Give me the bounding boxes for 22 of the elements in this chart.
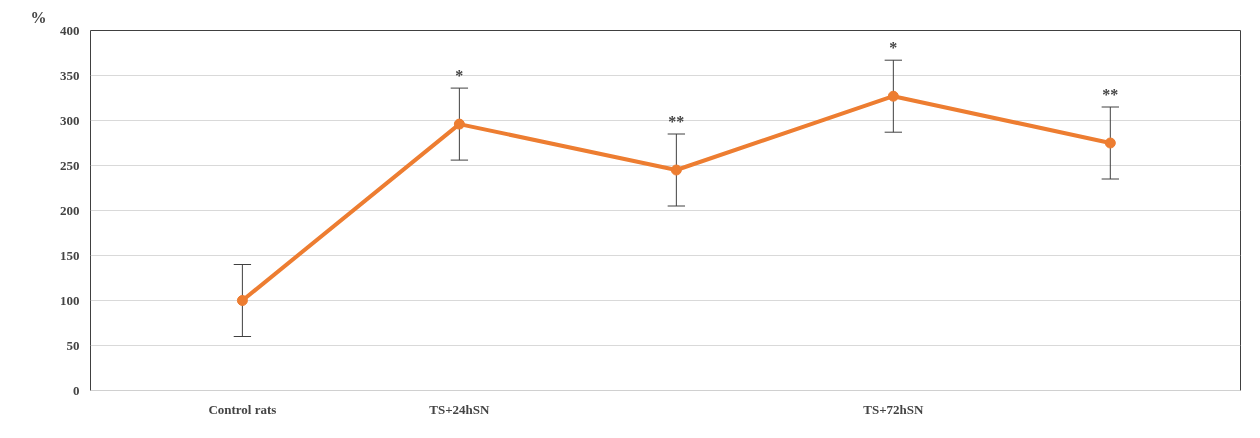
x-tick-label: TS+24hSN [429,401,491,417]
point [453,118,465,130]
y-tick-label: 50 [66,337,80,353]
data-label: ** [668,113,685,130]
point [670,164,682,176]
x-tick-label: TS+72hSN [863,401,925,417]
y-axis-title: % [30,8,47,26]
point [887,90,899,102]
x-tick-label: Control rats [208,401,277,417]
y-tick-label: 150 [60,247,80,263]
y-tick-label: 400 [60,22,80,38]
y-tick-label: 250 [60,157,80,173]
data-label: ** [1102,86,1119,103]
data-label: * [455,67,464,85]
y-tick-label: 300 [60,112,80,128]
y-tick-label: 200 [60,202,80,218]
point [1104,137,1116,149]
y-tick-label: 350 [60,67,80,83]
y-tick-label: 0 [73,382,80,398]
point [236,295,248,306]
data-label: * [889,39,898,57]
y-tick-label: 100 [60,292,80,308]
